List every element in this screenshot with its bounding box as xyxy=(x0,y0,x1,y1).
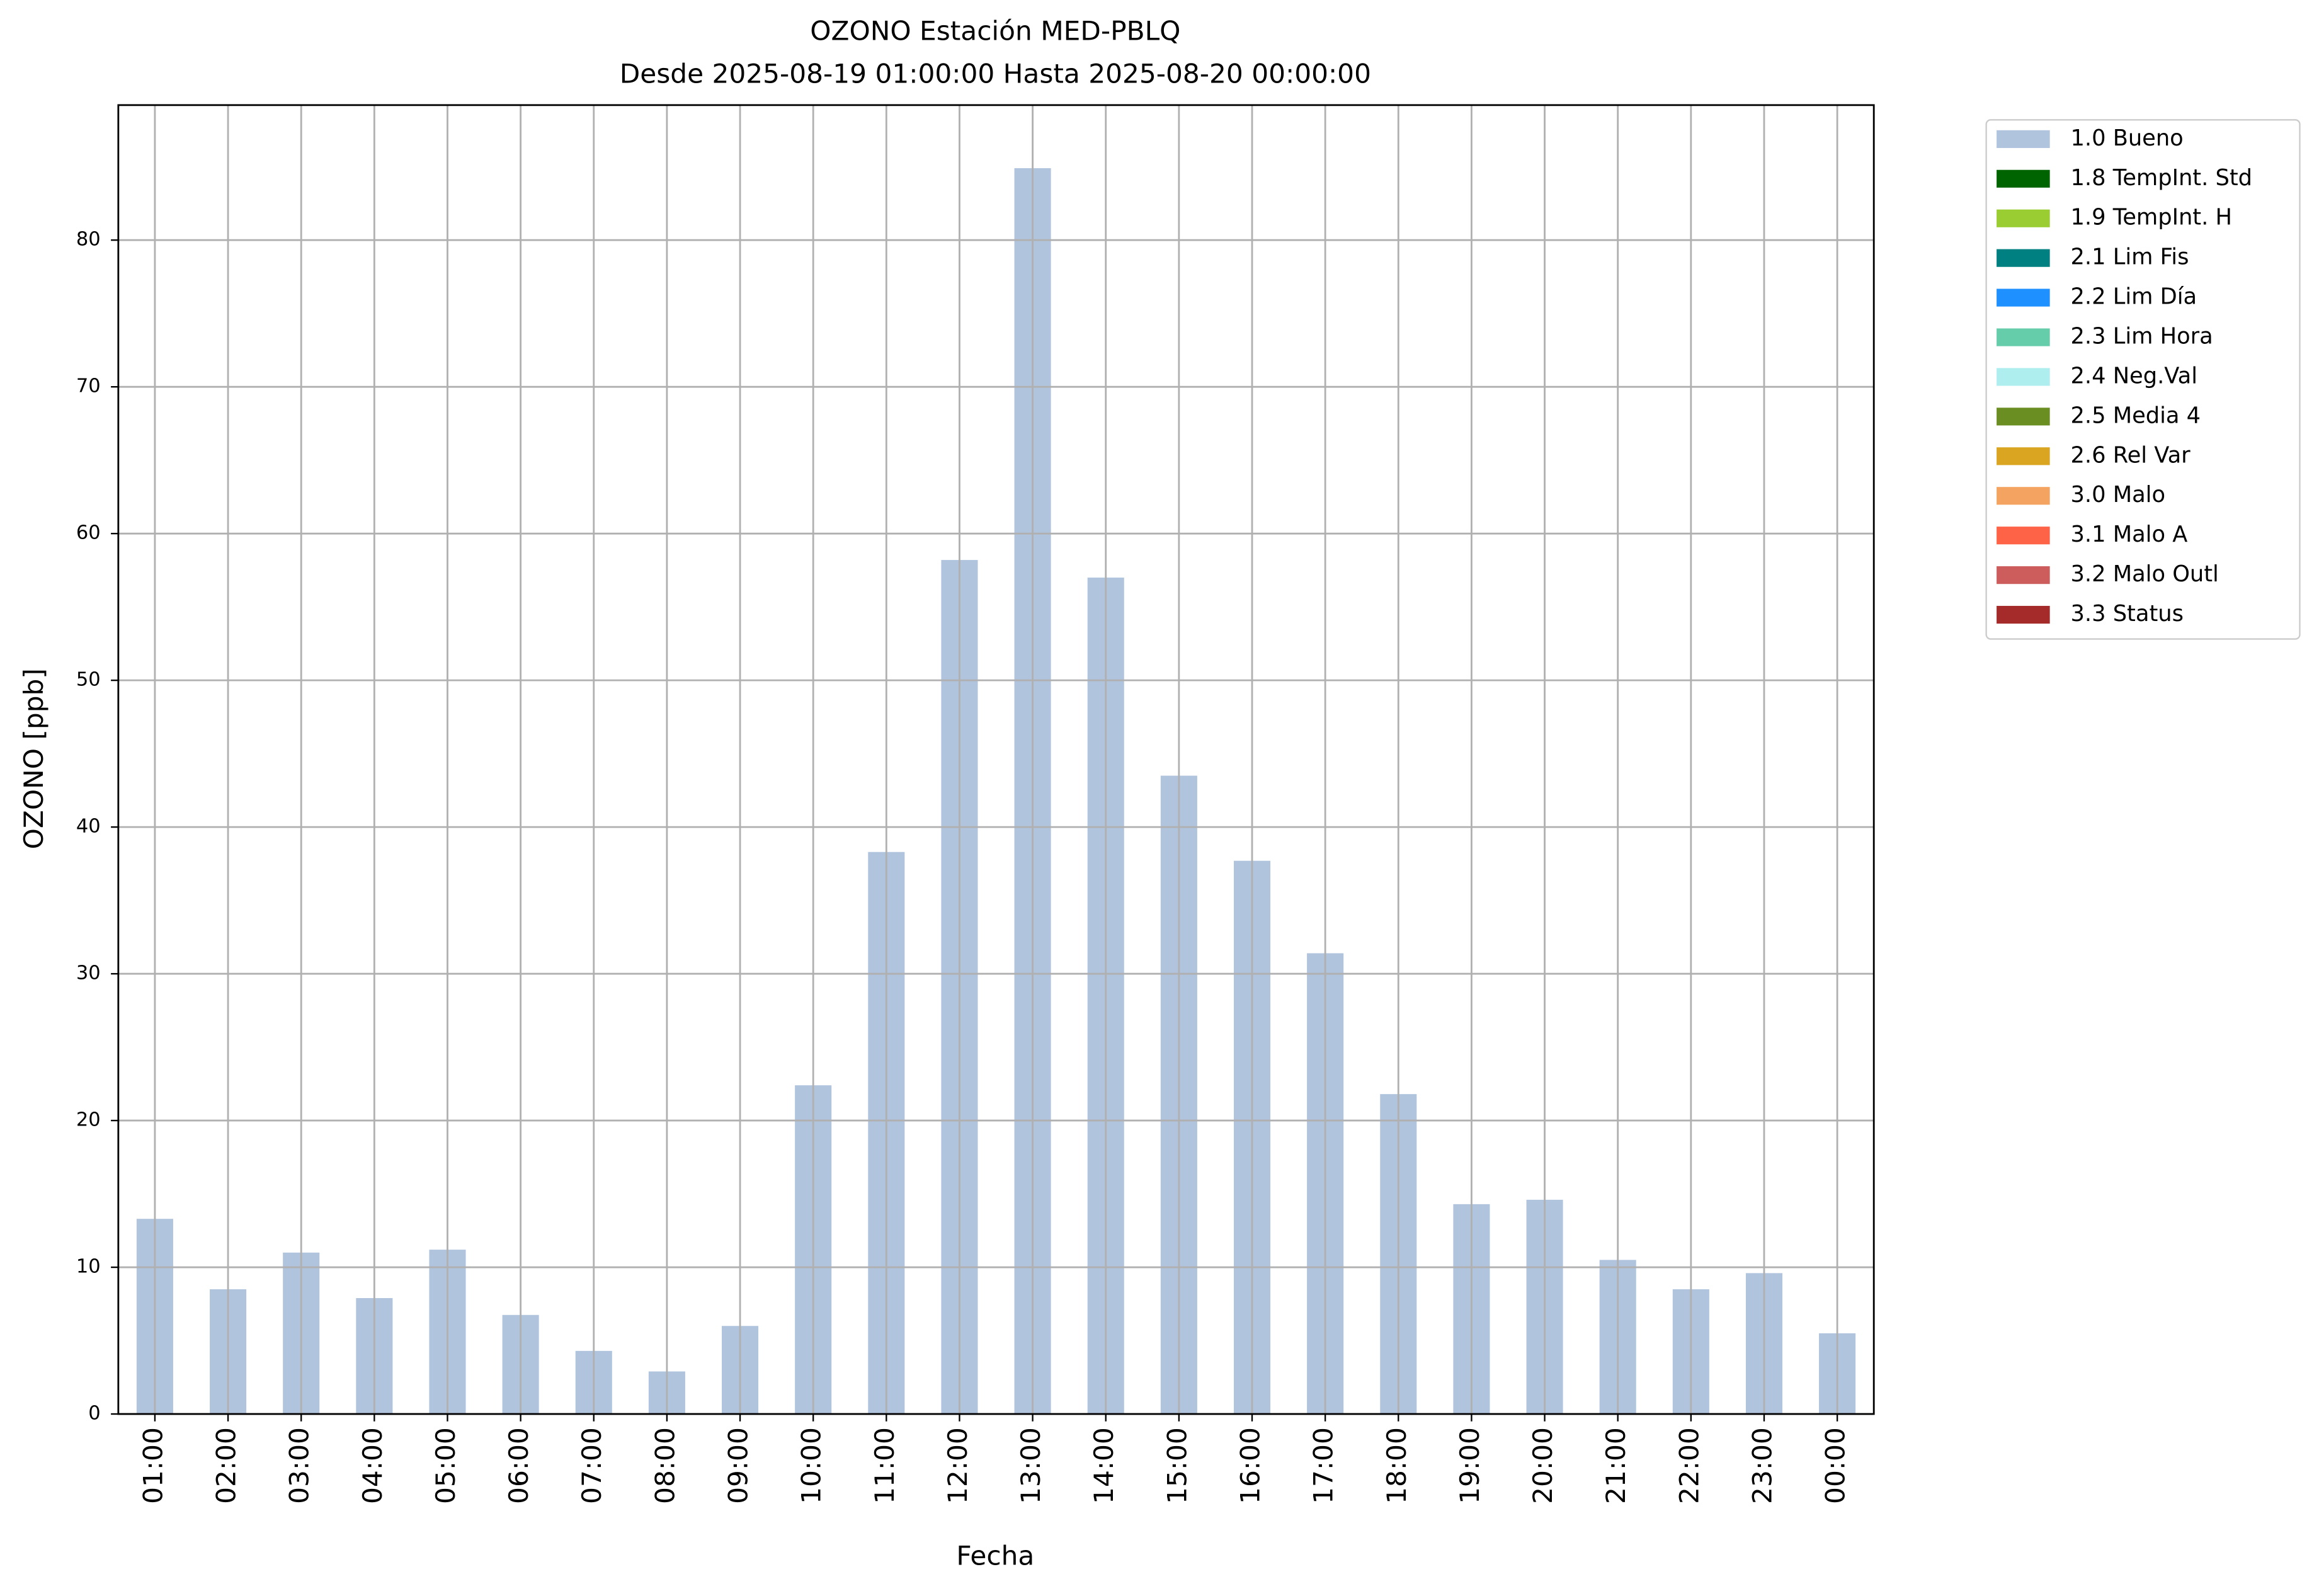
legend-swatch xyxy=(1997,130,2050,148)
y-tick-label: 70 xyxy=(76,375,101,397)
x-tick-label: 18:00 xyxy=(1381,1427,1412,1504)
x-tick-label: 23:00 xyxy=(1746,1427,1777,1504)
chart-subtitle: Desde 2025-08-19 01:00:00 Hasta 2025-08-… xyxy=(620,58,1371,89)
legend: 1.0 Bueno 1.8 TempInt. Std 1.9 TempInt. H 2… xyxy=(1985,119,2301,640)
legend-frame xyxy=(1985,119,2301,640)
legend-swatch xyxy=(1997,527,2050,545)
legend-label: 2.3 Lim Hora xyxy=(2071,324,2213,350)
x-tick-label: 03:00 xyxy=(284,1427,315,1504)
y-tick-label: 80 xyxy=(76,229,101,251)
x-tick-label: 00:00 xyxy=(1820,1427,1851,1504)
y-tick-label: 60 xyxy=(76,522,101,544)
legend-swatch xyxy=(1997,368,2050,386)
legend-label: 3.1 Malo A xyxy=(2071,522,2188,547)
x-tick-label: 07:00 xyxy=(576,1427,607,1504)
y-tick-label: 40 xyxy=(76,816,101,838)
legend-swatch xyxy=(1997,288,2050,307)
legend-swatch xyxy=(1997,566,2050,584)
legend-swatch xyxy=(1997,487,2050,505)
legend-swatch xyxy=(1997,209,2050,227)
x-axis-label: Fecha xyxy=(956,1540,1034,1571)
x-tick-label: 22:00 xyxy=(1673,1427,1704,1504)
y-tick-label: 10 xyxy=(76,1256,101,1278)
legend-swatch xyxy=(1997,447,2050,465)
x-tick-label: 19:00 xyxy=(1454,1427,1485,1504)
y-tick-label: 50 xyxy=(76,669,101,691)
x-tick-label: 17:00 xyxy=(1308,1427,1339,1504)
x-tick-label: 05:00 xyxy=(430,1427,461,1504)
legend-swatch xyxy=(1997,408,2050,426)
x-tick-label: 14:00 xyxy=(1088,1427,1119,1504)
x-tick-label: 21:00 xyxy=(1600,1427,1631,1504)
legend-label: 1.8 TempInt. Std xyxy=(2071,165,2252,191)
y-tick-label: 30 xyxy=(76,962,101,984)
x-tick-label: 16:00 xyxy=(1235,1427,1266,1504)
x-tick-label: 04:00 xyxy=(357,1427,388,1504)
legend-swatch xyxy=(1997,249,2050,267)
legend-label: 2.2 Lim Día xyxy=(2071,284,2197,310)
chart-title: OZONO Estación MED-PBLQ xyxy=(810,15,1180,46)
x-tick-label: 20:00 xyxy=(1527,1427,1558,1504)
x-tick-label: 13:00 xyxy=(1015,1427,1046,1504)
x-tick-label: 12:00 xyxy=(942,1427,973,1504)
x-tick-label: 09:00 xyxy=(723,1427,754,1504)
legend-label: 2.5 Media 4 xyxy=(2071,402,2201,428)
legend-label: 1.9 TempInt. H xyxy=(2071,205,2232,231)
legend-label: 3.0 Malo xyxy=(2071,482,2166,508)
legend-swatch xyxy=(1997,169,2050,188)
x-tick-label: 06:00 xyxy=(503,1427,534,1504)
legend-label: 3.3 Status xyxy=(2071,601,2184,627)
x-tick-label: 10:00 xyxy=(796,1427,827,1504)
legend-label: 1.0 Bueno xyxy=(2071,125,2184,151)
legend-label: 3.2 Malo Outl xyxy=(2071,561,2219,587)
legend-label: 2.6 Rel Var xyxy=(2071,442,2191,468)
plot-frame xyxy=(117,104,1875,1415)
x-tick-label: 11:00 xyxy=(869,1427,900,1504)
y-axis-label: OZONO [ppb] xyxy=(18,668,49,849)
legend-label: 2.4 Neg.Val xyxy=(2071,363,2198,389)
x-tick-label: 08:00 xyxy=(649,1427,680,1504)
x-tick-label: 01:00 xyxy=(137,1427,168,1504)
y-tick-label: 0 xyxy=(88,1403,100,1425)
y-tick-label: 20 xyxy=(76,1109,101,1131)
legend-swatch xyxy=(1997,328,2050,346)
x-tick-label: 02:00 xyxy=(211,1427,242,1504)
legend-label: 2.1 Lim Fis xyxy=(2071,244,2189,270)
legend-swatch xyxy=(1997,605,2050,624)
x-tick-label: 15:00 xyxy=(1161,1427,1192,1504)
